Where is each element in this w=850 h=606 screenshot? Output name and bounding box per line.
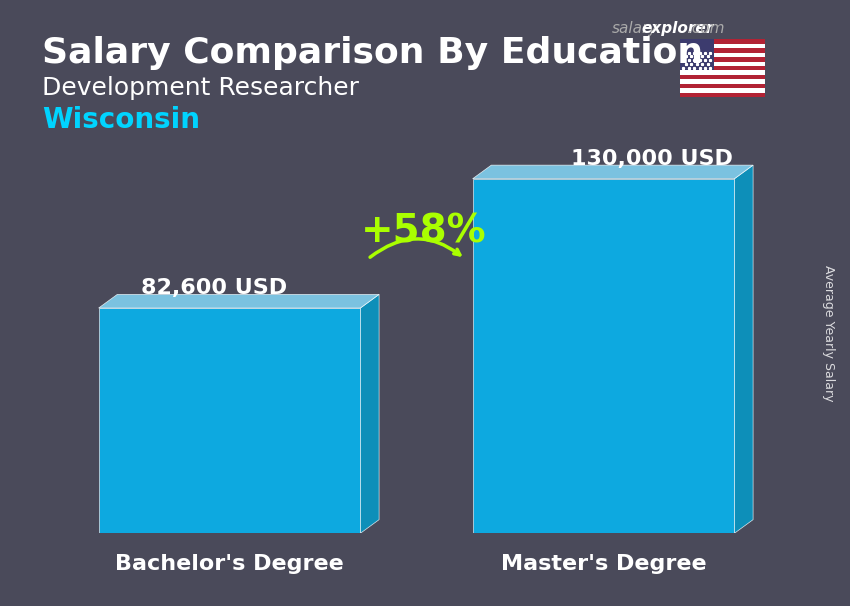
Polygon shape — [473, 165, 753, 179]
Bar — [680, 88, 765, 93]
Bar — [680, 39, 714, 70]
Bar — [473, 179, 734, 533]
Text: Wisconsin: Wisconsin — [42, 106, 201, 134]
Polygon shape — [734, 165, 753, 533]
Bar — [680, 75, 765, 79]
Text: Development Researcher: Development Researcher — [42, 76, 360, 100]
Bar — [99, 308, 360, 533]
Bar — [680, 70, 765, 75]
Text: Salary Comparison By Education: Salary Comparison By Education — [42, 36, 704, 70]
Text: salary: salary — [612, 21, 658, 36]
Bar — [680, 66, 765, 70]
Bar — [680, 39, 765, 44]
Bar — [680, 48, 765, 53]
Bar — [680, 93, 765, 97]
Polygon shape — [99, 295, 379, 308]
Text: 130,000 USD: 130,000 USD — [571, 149, 733, 169]
Polygon shape — [360, 295, 379, 533]
Bar — [680, 44, 765, 48]
Bar — [680, 84, 765, 88]
Text: 82,600 USD: 82,600 USD — [141, 279, 287, 299]
Bar — [680, 53, 765, 57]
Bar — [680, 79, 765, 84]
Bar — [680, 57, 765, 62]
Text: +58%: +58% — [361, 213, 487, 251]
Text: Average Yearly Salary: Average Yearly Salary — [822, 265, 836, 402]
Bar — [680, 62, 765, 66]
Text: .com: .com — [687, 21, 724, 36]
Text: explorer: explorer — [642, 21, 714, 36]
